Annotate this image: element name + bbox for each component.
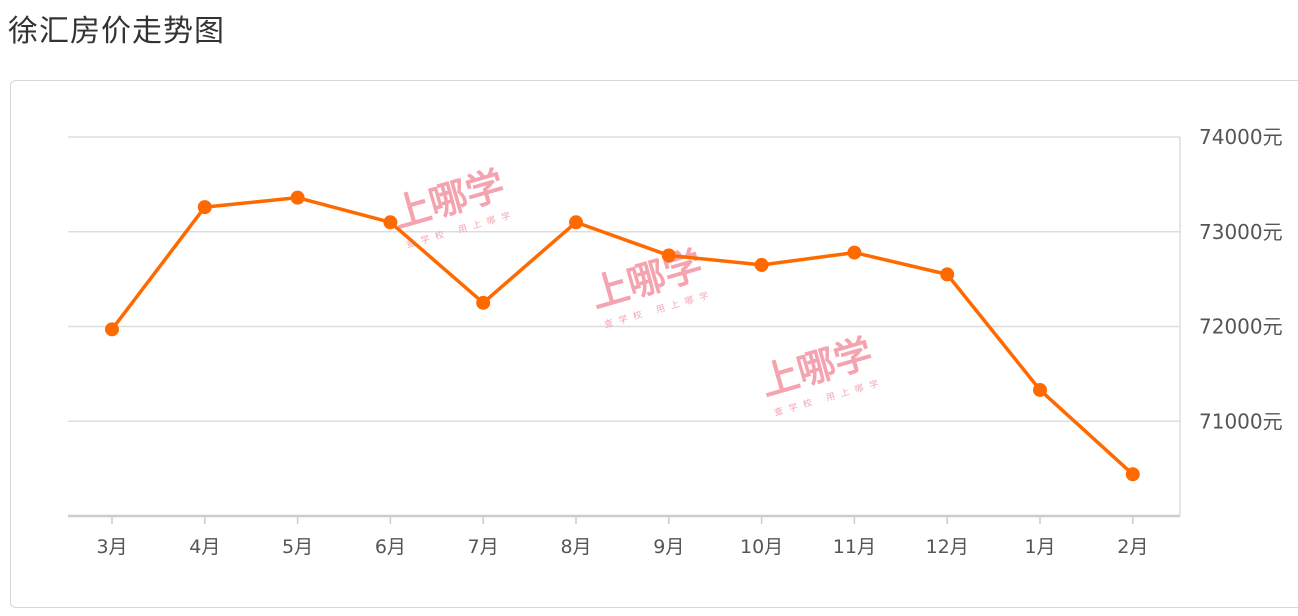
data-point[interactable] <box>569 215 583 230</box>
y-tick-label: 71000元 <box>1199 409 1283 433</box>
chart-card <box>10 80 1298 608</box>
x-tick-label: 7月 <box>468 536 499 558</box>
data-point[interactable] <box>290 190 305 205</box>
data-point[interactable] <box>847 245 862 260</box>
x-tick-label: 2月 <box>1117 536 1148 558</box>
tick-labels: 71000元 72000元 73000元 74000元 3月 4月 5月 6月 7月 8月 9月 10… <box>96 125 1282 558</box>
series-line <box>110 195 1135 477</box>
x-tick-label: 5月 <box>282 536 313 558</box>
grid-lines <box>68 136 1180 422</box>
x-tick-label: 8月 <box>560 536 591 558</box>
y-tick-label: 73000元 <box>1199 220 1283 244</box>
data-point[interactable] <box>197 200 212 215</box>
data-point[interactable] <box>105 322 119 337</box>
series-layer <box>105 190 1140 482</box>
data-point[interactable] <box>383 215 398 230</box>
x-tick-label: 11月 <box>833 536 876 558</box>
axes <box>68 137 1181 524</box>
x-tick-label: 4月 <box>189 536 220 558</box>
y-tick-label: 72000元 <box>1199 315 1283 339</box>
data-point[interactable] <box>476 295 491 310</box>
y-tick-label: 74000元 <box>1199 125 1283 149</box>
data-point[interactable] <box>661 248 676 263</box>
x-tick-label: 3月 <box>96 536 127 558</box>
data-point[interactable] <box>1125 467 1140 482</box>
data-point[interactable] <box>754 257 769 272</box>
data-point[interactable] <box>1033 382 1047 397</box>
x-tick-label: 6月 <box>375 536 406 558</box>
x-tick-label: 10月 <box>740 536 783 558</box>
x-tick-label: 12月 <box>926 536 969 558</box>
x-tick-label: 9月 <box>653 536 684 558</box>
data-point[interactable] <box>940 267 955 282</box>
x-tick-label: 1月 <box>1024 536 1055 558</box>
page-title: 徐汇房价走势图 <box>8 14 225 49</box>
